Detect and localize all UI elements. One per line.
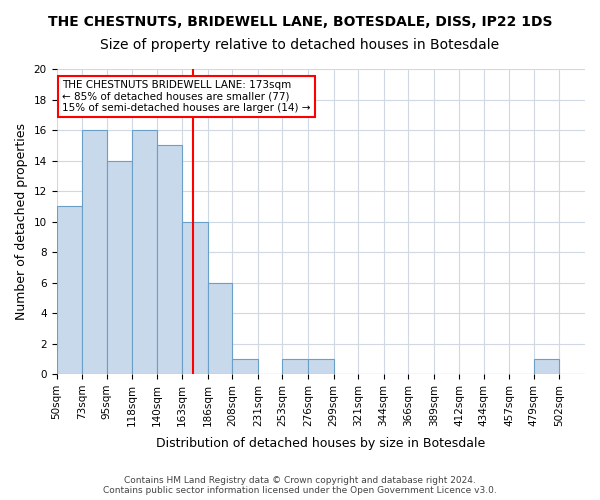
Bar: [208, 282, 232, 374]
Bar: [308, 359, 334, 374]
X-axis label: Distribution of detached houses by size in Botesdale: Distribution of detached houses by size …: [156, 437, 485, 450]
Bar: [107, 160, 132, 374]
Bar: [232, 359, 258, 374]
Text: Contains HM Land Registry data © Crown copyright and database right 2024.
Contai: Contains HM Land Registry data © Crown c…: [103, 476, 497, 495]
Text: THE CHESTNUTS, BRIDEWELL LANE, BOTESDALE, DISS, IP22 1DS: THE CHESTNUTS, BRIDEWELL LANE, BOTESDALE…: [48, 15, 552, 29]
Y-axis label: Number of detached properties: Number of detached properties: [15, 123, 28, 320]
Bar: [283, 359, 308, 374]
Text: Size of property relative to detached houses in Botesdale: Size of property relative to detached ho…: [100, 38, 500, 52]
Text: THE CHESTNUTS BRIDEWELL LANE: 173sqm
← 85% of detached houses are smaller (77)
1: THE CHESTNUTS BRIDEWELL LANE: 173sqm ← 8…: [62, 80, 311, 113]
Bar: [534, 359, 559, 374]
Bar: [56, 206, 82, 374]
Bar: [157, 146, 182, 374]
Bar: [82, 130, 107, 374]
Bar: [132, 130, 157, 374]
Bar: [182, 222, 208, 374]
